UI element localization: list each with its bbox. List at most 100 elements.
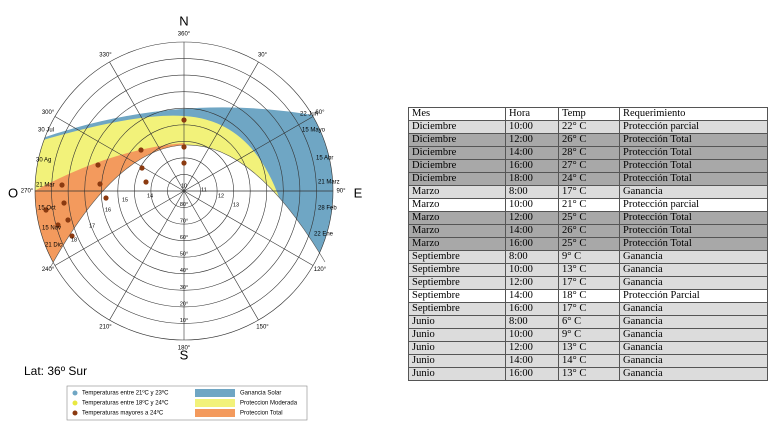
table-cell: 16:00 xyxy=(505,302,559,316)
west: O xyxy=(8,185,18,200)
table-cell: Requerimiento xyxy=(619,107,768,121)
table-cell: 13° C xyxy=(558,341,620,355)
table-row: Septiembre 8:00 9° C Ganancia xyxy=(408,250,768,264)
date-label: 15 Nov xyxy=(42,226,61,232)
table-cell: 12:00 xyxy=(505,276,559,290)
temperature-dot xyxy=(181,160,187,166)
north: N xyxy=(179,13,188,28)
table-cell: Protección Total xyxy=(619,237,768,251)
legend-dot xyxy=(72,390,78,396)
table-cell: Septiembre xyxy=(408,302,506,316)
table-cell: 16:00 xyxy=(505,237,559,251)
table-cell: Diciembre xyxy=(408,120,506,134)
temperature-dot xyxy=(61,200,67,206)
table-cell: 14:00 xyxy=(505,354,559,368)
azimuth-line xyxy=(183,190,314,266)
azimuth-line xyxy=(54,116,185,192)
table-row: Marzo 10:00 21° C Protección parcial xyxy=(408,198,768,212)
legend-label: Temperaturas entre 21ºC y 23ºC xyxy=(82,390,169,397)
table-row: Septiembre 16:00 17° C Ganancia xyxy=(408,302,768,316)
table-cell: Junio xyxy=(408,328,506,342)
table-row: Junio 12:00 13° C Ganancia xyxy=(408,341,768,355)
table-cell: 21° C xyxy=(558,198,620,212)
date-label: 30 Ag xyxy=(36,158,51,164)
table-cell: 13° C xyxy=(558,367,620,381)
hour-label: 10 xyxy=(181,183,187,189)
table-row: Marzo 14:00 26° C Protección Total xyxy=(408,224,768,238)
table-cell: Junio xyxy=(408,315,506,329)
table-cell: Temp xyxy=(558,107,620,121)
table-cell: Junio xyxy=(408,341,506,355)
legend-label: Temperaturas mayores a 24ºC xyxy=(82,410,164,417)
table-row: Septiembre 12:00 17° C Ganancia xyxy=(408,276,768,290)
table-cell: 26° C xyxy=(558,133,620,147)
hour-label: 17 xyxy=(89,223,95,229)
temperature-dot xyxy=(97,181,103,187)
table-cell: 25° C xyxy=(558,211,620,225)
table-cell: 25° C xyxy=(558,237,620,251)
hour-label: 12 xyxy=(218,193,224,199)
table-cell: 28° C xyxy=(558,146,620,160)
table-cell: Septiembre xyxy=(408,289,506,303)
table-row: Septiembre 10:00 13° C Ganancia xyxy=(408,263,768,277)
table-cell: 8:00 xyxy=(505,250,559,264)
table-cell: Septiembre xyxy=(408,276,506,290)
legend-zone: Proteccion Total xyxy=(240,411,283,417)
table-row: Junio 16:00 13° C Ganancia xyxy=(408,367,768,381)
table-row: Diciembre 18:00 24° C Protección Total xyxy=(408,172,768,186)
east: E xyxy=(354,185,363,200)
azimuth-line xyxy=(183,116,314,192)
hour-label: 11 xyxy=(201,187,207,193)
legend-box xyxy=(66,385,308,421)
date-label: 21 Dic xyxy=(45,243,62,249)
table-cell: Septiembre xyxy=(408,263,506,277)
table-cell: 22° C xyxy=(558,120,620,134)
azimuth-label: 330° xyxy=(99,53,112,59)
table-cell: Ganancia xyxy=(619,367,768,381)
altitude-label: 60° xyxy=(180,235,188,241)
temperature-dot xyxy=(55,222,61,228)
table-cell: Mes xyxy=(408,107,506,121)
table-row: Diciembre 14:00 28° C Protección Total xyxy=(408,146,768,160)
legend-swatch xyxy=(195,389,235,397)
azimuth-label: 360° xyxy=(178,32,191,38)
table-cell: Protección Total xyxy=(619,172,768,186)
table-cell: 10:00 xyxy=(505,120,559,134)
table-cell: 27° C xyxy=(558,159,620,173)
azimuth-label: 180° xyxy=(178,346,191,352)
table-cell: Protección Parcial xyxy=(619,289,768,303)
table-cell: 10:00 xyxy=(505,198,559,212)
table-cell: 8:00 xyxy=(505,185,559,199)
table-cell: Protección Total xyxy=(619,159,768,173)
table-cell: Ganancia xyxy=(619,341,768,355)
table-header: Mes Hora Temp Requerimiento xyxy=(408,107,768,121)
azimuth-label: 300° xyxy=(42,110,55,116)
table-cell: 14:00 xyxy=(505,224,559,238)
date-label: 15 Oct xyxy=(38,206,56,212)
hour-label: 16 xyxy=(105,207,111,213)
table-cell: 18° C xyxy=(558,289,620,303)
date-label: 15 Abr xyxy=(316,156,333,162)
table-row: Junio 10:00 9° C Ganancia xyxy=(408,328,768,342)
table-cell: 10:00 xyxy=(505,263,559,277)
table-cell: Marzo xyxy=(408,224,506,238)
date-label: 21 Marz xyxy=(318,180,340,186)
altitude-label: 10° xyxy=(180,318,188,324)
temperature-dot xyxy=(138,147,144,153)
table-cell: Diciembre xyxy=(408,146,506,160)
temperature-dot xyxy=(69,233,75,239)
azimuth-label: 120° xyxy=(314,267,327,273)
table-cell: 14:00 xyxy=(505,146,559,160)
legend-label: Temperaturas entre 18ºC y 24ºC xyxy=(82,400,169,407)
hour-label: 14 xyxy=(147,193,153,199)
table-cell: Protección Total xyxy=(619,146,768,160)
date-label: 28 Feb xyxy=(318,206,337,212)
table-cell: Protección Total xyxy=(619,133,768,147)
table-cell: Junio xyxy=(408,354,506,368)
temperature-dot xyxy=(65,217,71,223)
table-cell: Marzo xyxy=(408,211,506,225)
table-cell: 12:00 xyxy=(505,211,559,225)
temperature-dot xyxy=(143,179,149,185)
table-cell: Marzo xyxy=(408,237,506,251)
table-cell: Marzo xyxy=(408,198,506,212)
